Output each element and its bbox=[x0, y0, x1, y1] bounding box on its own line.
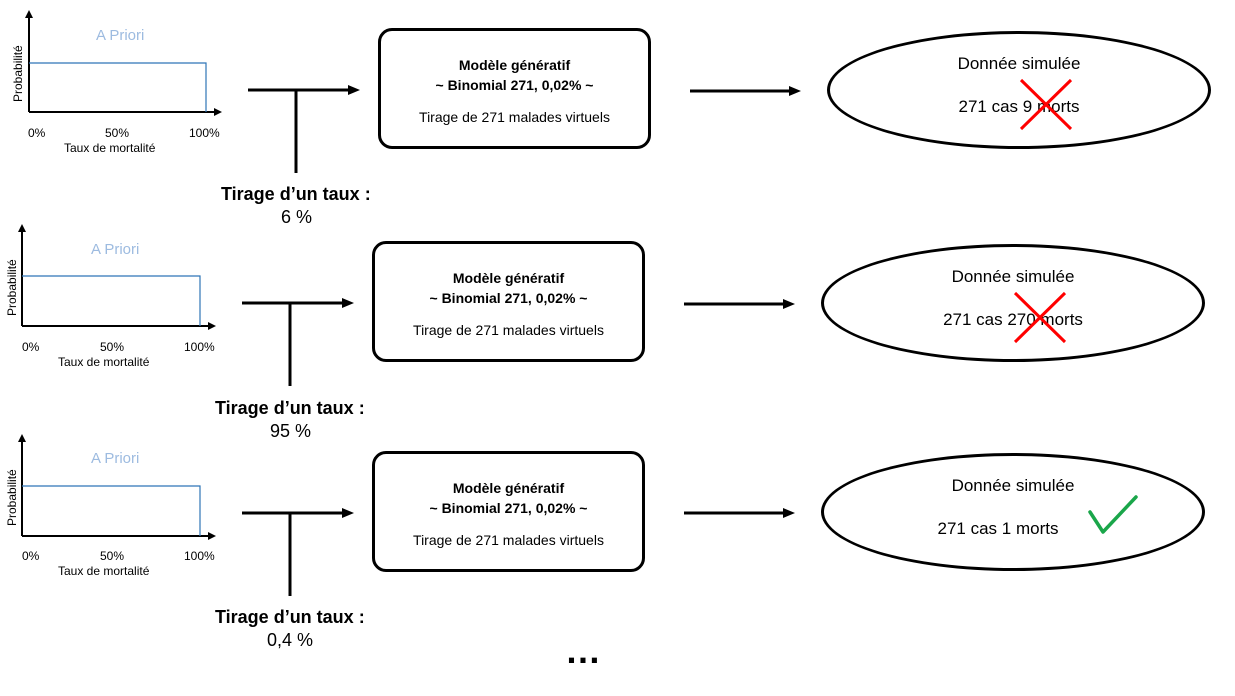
model-description: Tirage de 271 malades virtuels bbox=[419, 109, 610, 125]
model-title: Modèle génératif bbox=[458, 57, 571, 73]
tirage-value: 6 % bbox=[281, 207, 313, 227]
tick-50: 50% bbox=[105, 126, 130, 140]
prior-x-label: Taux de mortalité bbox=[64, 141, 156, 155]
tick-100: 100% bbox=[184, 340, 215, 354]
model-description: Tirage de 271 malades virtuels bbox=[413, 532, 604, 548]
row-1: A Priori Probabilité 0% 50% 100% Taux de… bbox=[0, 0, 1235, 230]
prior-title: A Priori bbox=[91, 241, 140, 258]
tirage-label: Tirage d’un taux : bbox=[221, 184, 371, 204]
tick-0: 0% bbox=[28, 126, 46, 140]
model-description: Tirage de 271 malades virtuels bbox=[413, 322, 604, 338]
result-title: Donnée simulée bbox=[957, 54, 1081, 73]
generative-model-box: Modèle génératif ~ Binomial 271, 0,02% ~… bbox=[372, 451, 645, 572]
model-subtitle: ~ Binomial 271, 0,02% ~ bbox=[435, 77, 594, 93]
prior-title: A Priori bbox=[91, 450, 140, 467]
generative-model-box: Modèle génératif ~ Binomial 271, 0,02% ~… bbox=[372, 241, 645, 362]
model-title: Modèle génératif bbox=[452, 270, 565, 286]
model-subtitle: ~ Binomial 271, 0,02% ~ bbox=[429, 500, 588, 516]
tick-50: 50% bbox=[100, 549, 125, 563]
row-2-connectors bbox=[18, 224, 795, 386]
model-title: Modèle génératif bbox=[452, 480, 565, 496]
tick-100: 100% bbox=[184, 549, 215, 563]
reject-cross-icon bbox=[1019, 78, 1073, 131]
row-1-connectors bbox=[25, 10, 801, 173]
result-text: 271 cas 1 morts bbox=[937, 519, 1059, 538]
prior-x-label: Taux de mortalité bbox=[58, 355, 150, 369]
simulated-data-ellipse: Donnée simulée 271 cas 1 morts bbox=[821, 453, 1205, 571]
tick-50: 50% bbox=[100, 340, 125, 354]
ellipsis: … bbox=[565, 630, 602, 671]
tick-100: 100% bbox=[189, 126, 220, 140]
simulated-data-ellipse: Donnée simulée 271 cas 270 morts bbox=[821, 244, 1205, 362]
tirage-value: 95 % bbox=[270, 421, 312, 441]
tick-0: 0% bbox=[22, 340, 40, 354]
tirage-label: Tirage d’un taux : bbox=[215, 607, 365, 627]
result-title: Donnée simulée bbox=[951, 267, 1075, 286]
reject-cross-icon bbox=[1013, 291, 1067, 344]
tirage-value: 0,4 % bbox=[267, 630, 314, 650]
tirage-label: Tirage d’un taux : bbox=[215, 398, 365, 418]
prior-x-label: Taux de mortalité bbox=[58, 564, 150, 578]
model-subtitle: ~ Binomial 271, 0,02% ~ bbox=[429, 290, 588, 306]
generative-model-box: Modèle génératif ~ Binomial 271, 0,02% ~… bbox=[378, 28, 651, 149]
tick-0: 0% bbox=[22, 549, 40, 563]
result-title: Donnée simulée bbox=[951, 476, 1075, 495]
row-2: A Priori Probabilité 0% 50% 100% Taux de… bbox=[0, 0, 1235, 441]
prior-title: A Priori bbox=[96, 27, 145, 44]
row-3: A Priori Probabilité 0% 50% 100% Taux de… bbox=[0, 0, 1235, 650]
